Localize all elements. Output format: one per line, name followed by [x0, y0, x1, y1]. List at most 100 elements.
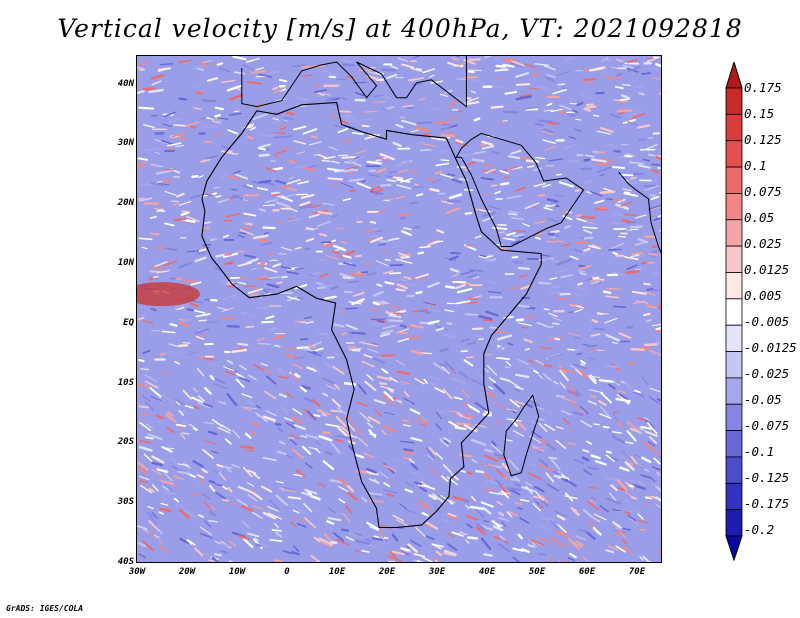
- velocity-streak: [242, 521, 249, 528]
- velocity-streak: [534, 122, 544, 127]
- velocity-streak: [313, 352, 324, 357]
- velocity-streak: [573, 293, 581, 298]
- velocity-streak: [501, 490, 510, 499]
- colorbar-segment: [725, 482, 743, 511]
- velocity-streak: [604, 317, 618, 324]
- colorbar-segment: [725, 87, 743, 115]
- velocity-streak: [395, 195, 406, 200]
- velocity-streak: [158, 539, 164, 545]
- velocity-streak: [608, 456, 619, 462]
- velocity-streak: [377, 191, 385, 196]
- velocity-streak: [177, 136, 186, 140]
- velocity-streak: [274, 98, 286, 102]
- velocity-streak: [408, 458, 415, 464]
- vertical-velocity-field: [137, 56, 661, 562]
- velocity-streak: [648, 436, 658, 444]
- velocity-streak: [573, 248, 584, 253]
- velocity-streak: [137, 383, 150, 389]
- velocity-streak: [296, 522, 307, 528]
- velocity-streak: [290, 372, 301, 383]
- velocity-streak: [617, 421, 623, 427]
- velocity-streak: [423, 301, 437, 306]
- velocity-streak: [587, 500, 600, 511]
- velocity-streak: [410, 129, 420, 133]
- velocity-streak: [164, 222, 175, 227]
- velocity-streak: [440, 159, 450, 162]
- velocity-streak: [151, 511, 159, 519]
- velocity-streak: [487, 365, 498, 376]
- velocity-streak: [363, 353, 375, 360]
- velocity-streak: [517, 507, 524, 510]
- velocity-streak: [530, 420, 537, 425]
- velocity-streak: [440, 173, 454, 179]
- velocity-streak: [256, 187, 269, 191]
- velocity-streak: [446, 322, 453, 326]
- lon-tick-label: 0: [284, 567, 290, 577]
- velocity-streak: [425, 521, 439, 530]
- velocity-streak: [590, 332, 601, 337]
- velocity-streak: [536, 322, 548, 327]
- velocity-streak: [219, 542, 234, 548]
- velocity-streak: [179, 537, 190, 545]
- velocity-streak: [569, 365, 576, 369]
- velocity-streak: [274, 344, 281, 348]
- velocity-streak: [641, 376, 649, 385]
- velocity-streak: [410, 462, 419, 471]
- velocity-streak: [190, 281, 202, 286]
- velocity-streak: [614, 531, 621, 538]
- velocity-streak: [622, 527, 631, 531]
- velocity-streak: [374, 374, 381, 377]
- velocity-streak: [341, 120, 348, 125]
- velocity-streak: [446, 430, 453, 435]
- velocity-streak: [195, 91, 203, 95]
- velocity-streak: [488, 385, 494, 390]
- velocity-streak: [194, 327, 210, 335]
- velocity-streak: [280, 265, 292, 270]
- velocity-streak: [145, 423, 153, 429]
- velocity-streak: [347, 284, 358, 287]
- velocity-streak: [286, 187, 297, 192]
- velocity-streak: [446, 105, 455, 107]
- velocity-streak: [512, 261, 523, 264]
- velocity-streak: [178, 97, 188, 101]
- velocity-streak: [347, 280, 359, 284]
- velocity-streak: [343, 382, 357, 386]
- velocity-streak: [629, 161, 645, 165]
- velocity-streak: [447, 476, 458, 486]
- velocity-streak: [184, 404, 194, 409]
- velocity-streak: [260, 485, 273, 493]
- velocity-streak: [355, 532, 363, 537]
- velocity-streak: [484, 488, 495, 492]
- velocity-streak: [482, 256, 495, 263]
- velocity-streak: [400, 177, 413, 183]
- velocity-streak: [634, 454, 641, 458]
- velocity-streak: [290, 416, 303, 425]
- velocity-streak: [292, 448, 305, 460]
- velocity-streak: [363, 342, 379, 347]
- velocity-streak: [154, 208, 163, 211]
- velocity-streak: [153, 121, 163, 126]
- velocity-streak: [205, 154, 219, 160]
- velocity-streak: [541, 254, 551, 257]
- velocity-streak: [148, 487, 155, 493]
- velocity-streak: [223, 492, 236, 498]
- velocity-streak: [532, 446, 545, 452]
- velocity-streak: [324, 295, 337, 300]
- velocity-streak: [149, 215, 158, 219]
- velocity-streak: [642, 158, 651, 162]
- velocity-streak: [203, 403, 214, 408]
- velocity-streak: [178, 321, 190, 327]
- velocity-streak: [204, 553, 217, 558]
- velocity-streak: [386, 73, 398, 80]
- velocity-streak: [488, 377, 497, 384]
- velocity-streak: [400, 440, 415, 444]
- velocity-streak: [370, 236, 383, 243]
- madagascar-coastline: [503, 394, 540, 477]
- velocity-streak: [194, 547, 204, 557]
- velocity-streak: [489, 491, 504, 496]
- velocity-streak: [506, 231, 516, 237]
- velocity-streak: [516, 421, 527, 431]
- velocity-streak: [223, 366, 235, 372]
- velocity-streak: [499, 535, 506, 541]
- velocity-streak: [658, 230, 661, 232]
